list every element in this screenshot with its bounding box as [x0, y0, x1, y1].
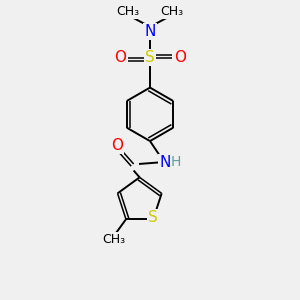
Text: N: N [159, 155, 170, 170]
Text: CH₃: CH₃ [116, 5, 139, 18]
Text: CH₃: CH₃ [161, 5, 184, 18]
Text: CH₃: CH₃ [102, 233, 125, 246]
Text: H: H [171, 155, 181, 170]
Text: O: O [174, 50, 186, 65]
Text: S: S [148, 210, 158, 225]
Text: O: O [111, 138, 123, 153]
Text: N: N [144, 24, 156, 39]
Text: S: S [145, 50, 155, 65]
Text: O: O [114, 50, 126, 65]
